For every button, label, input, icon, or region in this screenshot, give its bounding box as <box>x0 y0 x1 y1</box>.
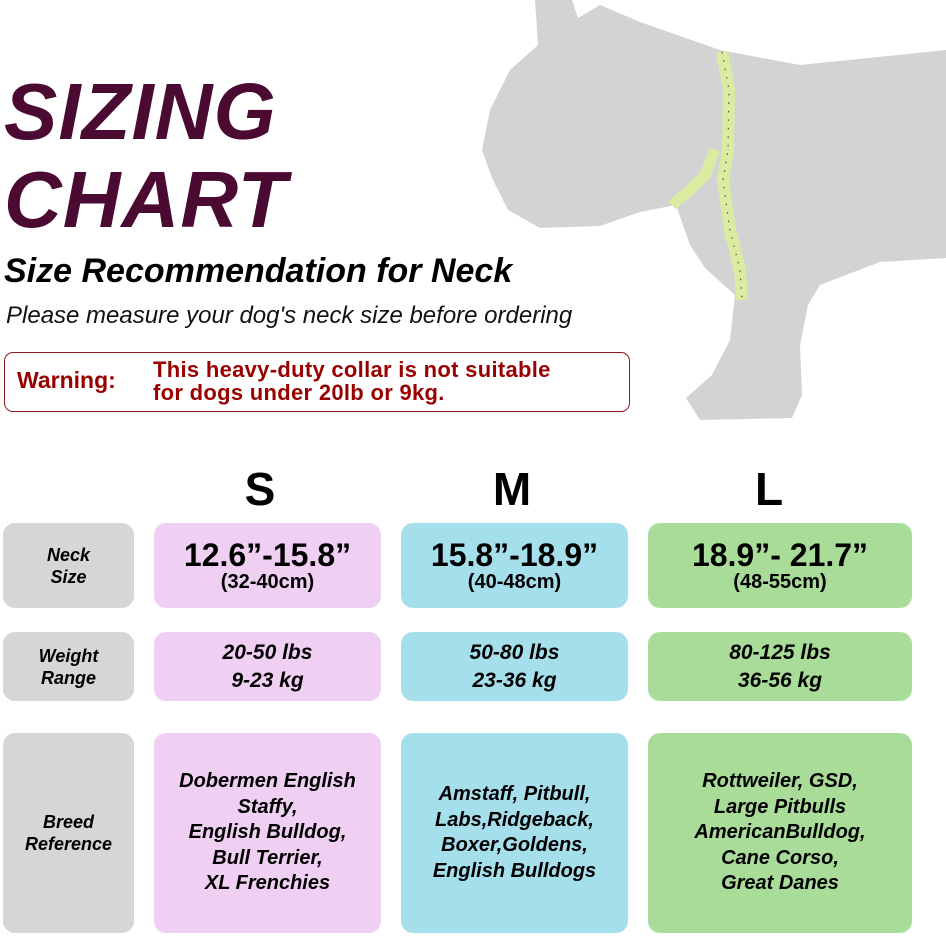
breed-line: Bull Terrier, <box>212 846 323 869</box>
row-label-neck-size: Neck Size <box>3 523 134 608</box>
breed-line: XL Frenchies <box>204 872 331 895</box>
weight-kg: 9-23 kg <box>231 668 304 692</box>
weight-lbs: 50-80 lbs <box>469 640 560 664</box>
label-line: Range <box>40 667 96 688</box>
breed-line: Rottweiler, GSD, <box>702 770 858 793</box>
dog-body <box>482 0 946 420</box>
warning-line-2: for dogs under 20lb or 9kg. <box>153 380 445 405</box>
size-header-m: M <box>492 463 532 515</box>
breed-line: Boxer,Goldens, <box>441 834 588 856</box>
label-line: Reference <box>24 834 113 854</box>
title-line-1: SIZING <box>4 67 277 156</box>
instruction-text: Please measure your dog's neck size befo… <box>6 302 573 329</box>
size-header-l: L <box>754 463 784 515</box>
warning-line-1: This heavy-duty collar is not suitable <box>153 357 551 382</box>
breed-line: Great Danes <box>721 872 839 895</box>
measuring-tape-icon <box>716 50 748 301</box>
subtitle: Size Recommendation for Neck <box>4 252 513 290</box>
breed-line: English Bulldog, <box>188 821 347 844</box>
weight-range-m: 50-80 lbs 23-36 kg <box>401 632 628 701</box>
warning-box: Warning: This heavy-duty collar is not s… <box>4 352 630 412</box>
breed-line: Large Pitbulls <box>713 795 847 818</box>
measuring-tape-branch <box>668 147 721 210</box>
weight-lbs: 80-125 lbs <box>729 640 831 664</box>
title-line-2: CHART <box>4 155 288 244</box>
breed-line: English Bulldogs <box>432 859 597 882</box>
weight-range-l: 80-125 lbs 36-56 kg <box>648 632 912 701</box>
label-line: Breed <box>42 812 95 832</box>
neck-size-s: 12.6”-15.8” (32-40cm) <box>154 523 381 608</box>
breed-line: AmericanBulldog, <box>694 821 866 844</box>
weight-kg: 23-36 kg <box>472 668 557 692</box>
weight-range-s: 20-50 lbs 9-23 kg <box>154 632 381 701</box>
dog-silhouette-icon <box>482 0 946 420</box>
breed-reference-l: Rottweiler, GSD, Large Pitbulls American… <box>648 733 912 933</box>
neck-inches: 15.8”-18.9” <box>430 536 599 573</box>
neck-cm: (48-55cm) <box>733 570 827 593</box>
warning-label: Warning: <box>17 367 116 393</box>
breed-reference-s: Dobermen English Staffy, English Bulldog… <box>154 733 381 933</box>
size-header-s: S <box>244 463 276 515</box>
neck-size-m: 15.8”-18.9” (40-48cm) <box>401 523 628 608</box>
neck-inches: 18.9”- 21.7” <box>691 536 869 573</box>
neck-cm: (32-40cm) <box>220 570 315 593</box>
warning-text: This heavy-duty collar is not suitable f… <box>153 358 551 404</box>
breed-line: Cane Corso, <box>721 846 839 869</box>
row-label-weight-range: Weight Range <box>3 632 134 701</box>
label-line: Size <box>50 566 87 587</box>
weight-kg: 36-56 kg <box>737 668 823 692</box>
label-line: Weight <box>38 645 99 666</box>
breed-line: Staffy, <box>237 795 298 818</box>
row-label-breed-reference: Breed Reference <box>3 733 134 933</box>
neck-cm: (40-48cm) <box>467 570 562 593</box>
weight-lbs: 20-50 lbs <box>222 640 313 664</box>
neck-inches: 12.6”-15.8” <box>183 536 352 573</box>
breed-reference-m: Amstaff, Pitbull, Labs,Ridgeback, Boxer,… <box>401 733 628 933</box>
neck-size-l: 18.9”- 21.7” (48-55cm) <box>648 523 912 608</box>
breed-line: Amstaff, Pitbull, <box>438 783 591 805</box>
breed-line: Labs,Ridgeback, <box>435 808 594 831</box>
label-line: Neck <box>46 544 91 565</box>
breed-line: Dobermen English <box>179 770 356 793</box>
